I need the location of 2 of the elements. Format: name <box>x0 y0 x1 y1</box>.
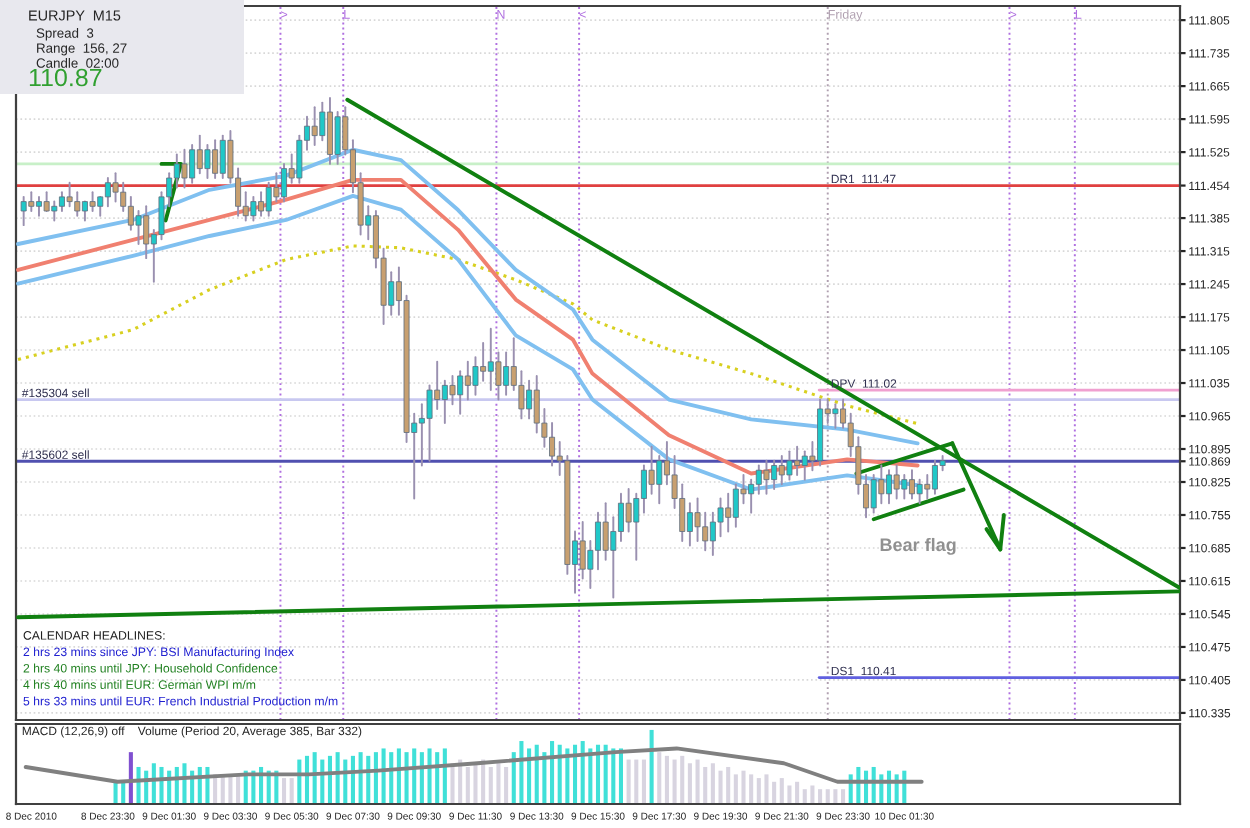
annotation: Bear flag <box>880 537 956 555</box>
annotation: 110.87 <box>29 68 102 87</box>
